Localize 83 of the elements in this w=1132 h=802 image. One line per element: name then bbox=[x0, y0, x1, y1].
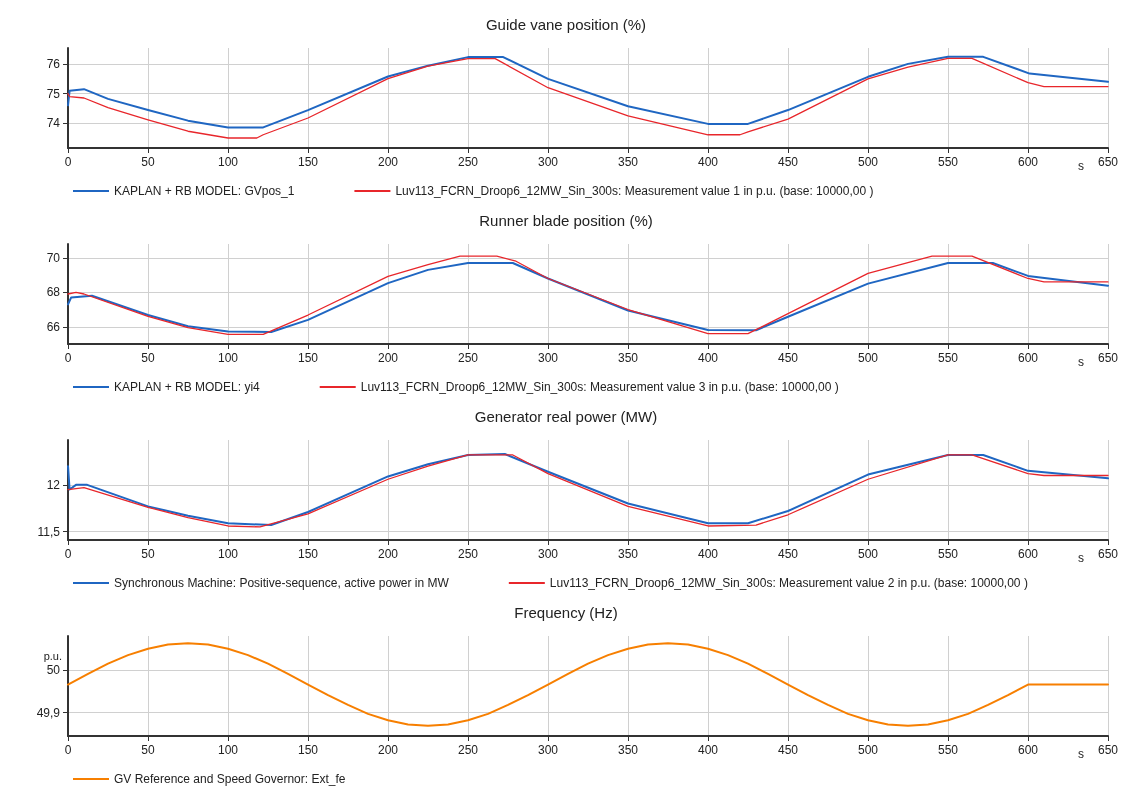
legend-label: GV Reference and Speed Governor: Ext_fe bbox=[114, 772, 346, 786]
x-tick-label: 0 bbox=[64, 351, 72, 365]
y-tick-label: 74 bbox=[46, 116, 61, 130]
chart-title: Generator real power (MW) bbox=[474, 408, 658, 425]
x-tick-label: 500 bbox=[857, 351, 879, 365]
x-tick-label: 500 bbox=[857, 155, 879, 169]
x-tick-label: 0 bbox=[64, 155, 72, 169]
x-tick-label: 50 bbox=[141, 743, 155, 757]
x-tick-label: 0 bbox=[64, 743, 72, 757]
x-tick-label: 250 bbox=[457, 155, 479, 169]
x-tick-label: 600 bbox=[1017, 351, 1039, 365]
x-tick-label: 350 bbox=[617, 547, 639, 561]
x-tick-label: 600 bbox=[1017, 155, 1039, 169]
x-tick-label: 300 bbox=[537, 351, 559, 365]
legend-label: Luv113_FCRN_Droop6_12MW_Sin_300s: Measurement value 3 in p.u. (base: 10000,00 ) bbox=[360, 380, 839, 394]
y-tick-label: 76 bbox=[46, 57, 61, 72]
x-tick-label: 600 bbox=[1017, 547, 1039, 561]
y-tick-label: 50 bbox=[46, 663, 61, 678]
x-tick-label: 50 bbox=[141, 547, 155, 561]
y-tick-label: 68 bbox=[46, 285, 61, 300]
chart-title: Runner blade position (%) bbox=[479, 212, 653, 229]
x-tick-label: 550 bbox=[937, 547, 959, 561]
x-tick-label: 0 bbox=[64, 547, 72, 561]
x-tick-label: 550 bbox=[937, 351, 959, 365]
x-axis-title: s bbox=[1078, 551, 1084, 565]
x-tick-label: 300 bbox=[537, 155, 559, 169]
x-tick-label: 400 bbox=[697, 743, 719, 757]
x-tick-label: 450 bbox=[777, 351, 799, 365]
x-tick-label: 400 bbox=[697, 351, 719, 365]
x-tick-label: 300 bbox=[537, 547, 559, 561]
y-axis-title: p.u. bbox=[43, 649, 62, 662]
x-tick-label: 50 bbox=[141, 155, 155, 169]
x-tick-label: 650 bbox=[1097, 743, 1119, 757]
x-tick-label: 350 bbox=[617, 351, 639, 365]
x-tick-label: 50 bbox=[141, 351, 155, 365]
x-axis-title: s bbox=[1078, 355, 1084, 369]
x-tick-label: 400 bbox=[697, 547, 719, 561]
x-tick-label: 550 bbox=[937, 743, 959, 757]
y-tick-label: 70 bbox=[46, 250, 61, 265]
x-tick-label: 150 bbox=[297, 351, 319, 365]
legend-label: KAPLAN + RB MODEL: yi4 bbox=[114, 380, 261, 394]
legend-label: Luv113_FCRN_Droop6_12MW_Sin_300s: Measurement value 1 in p.u. (base: 10000,00 ) bbox=[395, 184, 874, 198]
y-tick-label: 75 bbox=[46, 86, 61, 101]
x-tick-label: 250 bbox=[457, 743, 479, 757]
x-tick-label: 400 bbox=[697, 155, 719, 169]
x-tick-label: 150 bbox=[297, 743, 319, 757]
x-tick-label: 650 bbox=[1097, 155, 1119, 169]
x-tick-label: 350 bbox=[617, 743, 639, 757]
x-tick-label: 250 bbox=[457, 351, 479, 365]
x-tick-label: 200 bbox=[377, 547, 399, 561]
x-tick-label: 200 bbox=[377, 743, 399, 757]
x-tick-label: 100 bbox=[217, 547, 239, 561]
x-tick-label: 100 bbox=[217, 743, 239, 757]
x-axis-title: s bbox=[1078, 747, 1084, 761]
y-tick-label: 11,5 bbox=[37, 524, 61, 539]
y-tick-label: 12 bbox=[46, 477, 61, 492]
x-tick-label: 500 bbox=[857, 743, 879, 757]
x-tick-label: 100 bbox=[217, 155, 239, 169]
x-tick-label: 250 bbox=[457, 547, 479, 561]
x-tick-label: 100 bbox=[217, 351, 239, 365]
x-tick-label: 200 bbox=[377, 351, 399, 365]
x-tick-label: 450 bbox=[777, 743, 799, 757]
y-tick-label: 66 bbox=[46, 319, 61, 334]
y-tick-label: 49,9 bbox=[36, 705, 61, 720]
x-tick-label: 150 bbox=[297, 155, 319, 169]
x-tick-label: 350 bbox=[617, 155, 639, 169]
legend-label: Luv113_FCRN_Droop6_12MW_Sin_300s: Measurement value 2 in p.u. (base: 10000,00 ) bbox=[549, 576, 1028, 590]
x-tick-label: 150 bbox=[297, 547, 319, 561]
x-tick-label: 450 bbox=[777, 547, 799, 561]
line-series bbox=[67, 642, 1109, 727]
chart-title: Frequency (Hz) bbox=[514, 604, 618, 621]
x-tick-label: 650 bbox=[1097, 547, 1119, 561]
x-tick-label: 200 bbox=[377, 155, 399, 169]
chart-title: Guide vane position (%) bbox=[485, 16, 647, 33]
x-tick-label: 500 bbox=[857, 547, 879, 561]
x-axis-title: s bbox=[1078, 159, 1084, 173]
x-tick-label: 550 bbox=[937, 155, 959, 169]
legend-label: KAPLAN + RB MODEL: GVpos_1 bbox=[114, 184, 295, 198]
legend-label: Synchronous Machine: Positive-sequence, active power in MW bbox=[114, 576, 450, 590]
x-tick-label: 300 bbox=[537, 743, 559, 757]
x-tick-label: 600 bbox=[1017, 743, 1039, 757]
x-tick-label: 450 bbox=[777, 155, 799, 169]
x-tick-label: 650 bbox=[1097, 351, 1119, 365]
